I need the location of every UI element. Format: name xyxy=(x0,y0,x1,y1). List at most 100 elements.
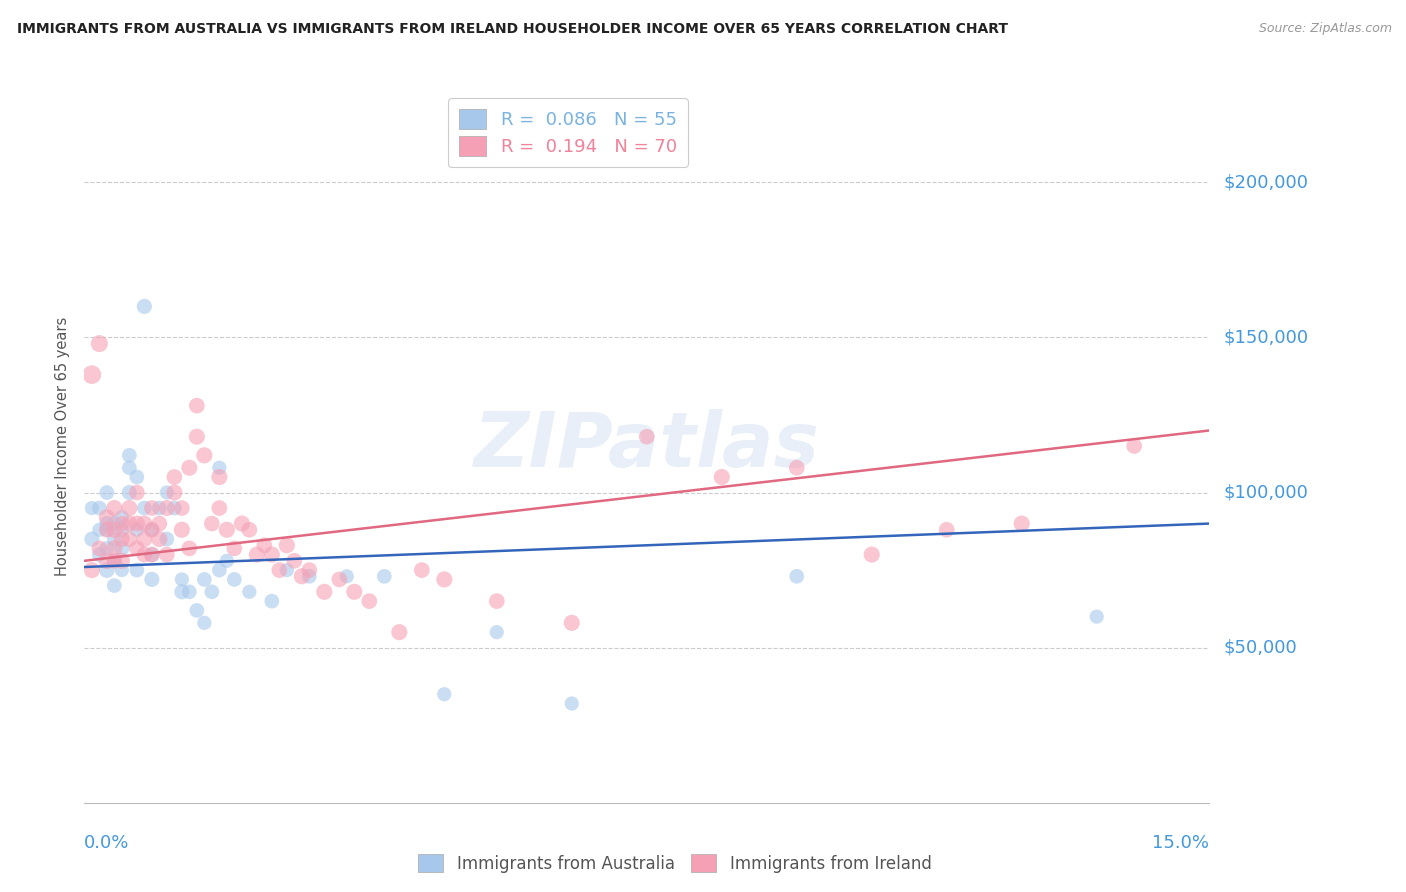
Point xyxy=(96,510,118,524)
Text: 0.0%: 0.0% xyxy=(84,834,129,852)
Point xyxy=(125,563,148,577)
Point xyxy=(89,336,111,351)
Point xyxy=(125,541,148,556)
Point xyxy=(96,541,118,556)
Point xyxy=(201,516,224,531)
Point xyxy=(224,573,246,587)
Point xyxy=(103,501,125,516)
Point xyxy=(314,584,336,599)
Point xyxy=(118,485,141,500)
Point xyxy=(141,501,163,516)
Point xyxy=(186,399,208,413)
Point xyxy=(163,485,186,500)
Point xyxy=(141,523,163,537)
Point xyxy=(231,516,253,531)
Point xyxy=(141,523,163,537)
Point xyxy=(170,501,193,516)
Legend: R =  0.086   N = 55, R =  0.194   N = 70: R = 0.086 N = 55, R = 0.194 N = 70 xyxy=(449,98,688,167)
Point xyxy=(179,584,201,599)
Point xyxy=(336,569,359,583)
Point xyxy=(148,501,170,516)
Point xyxy=(786,460,808,475)
Point xyxy=(80,532,103,546)
Point xyxy=(134,299,156,313)
Point xyxy=(156,485,179,500)
Point xyxy=(96,516,118,531)
Point xyxy=(80,501,103,516)
Point xyxy=(253,538,276,552)
Point xyxy=(80,563,103,577)
Point xyxy=(208,470,231,484)
Point xyxy=(291,569,314,583)
Legend: Immigrants from Australia, Immigrants from Ireland: Immigrants from Australia, Immigrants fr… xyxy=(412,847,938,880)
Text: IMMIGRANTS FROM AUSTRALIA VS IMMIGRANTS FROM IRELAND HOUSEHOLDER INCOME OVER 65 : IMMIGRANTS FROM AUSTRALIA VS IMMIGRANTS … xyxy=(17,22,1008,37)
Point xyxy=(89,541,111,556)
Point xyxy=(134,548,156,562)
Point xyxy=(935,523,957,537)
Point xyxy=(298,569,321,583)
Point xyxy=(96,523,118,537)
Point xyxy=(163,501,186,516)
Point xyxy=(89,548,111,562)
Point xyxy=(125,485,148,500)
Point xyxy=(186,430,208,444)
Point xyxy=(80,368,103,382)
Point xyxy=(103,554,125,568)
Point xyxy=(786,569,808,583)
Point xyxy=(1011,516,1033,531)
Point xyxy=(411,563,433,577)
Point xyxy=(148,532,170,546)
Text: $100,000: $100,000 xyxy=(1223,483,1308,501)
Point xyxy=(246,548,269,562)
Point xyxy=(96,554,118,568)
Point xyxy=(186,603,208,617)
Text: $200,000: $200,000 xyxy=(1223,173,1308,191)
Point xyxy=(283,554,305,568)
Point xyxy=(269,563,291,577)
Point xyxy=(103,516,125,531)
Point xyxy=(179,541,201,556)
Point xyxy=(148,516,170,531)
Point xyxy=(636,430,658,444)
Point xyxy=(260,548,283,562)
Point xyxy=(111,541,134,556)
Point xyxy=(134,501,156,516)
Point xyxy=(561,697,583,711)
Point xyxy=(224,541,246,556)
Point xyxy=(141,548,163,562)
Point xyxy=(118,516,141,531)
Point xyxy=(485,594,508,608)
Point xyxy=(710,470,733,484)
Point xyxy=(103,532,125,546)
Text: ZIPatlas: ZIPatlas xyxy=(474,409,820,483)
Point xyxy=(141,573,163,587)
Text: $150,000: $150,000 xyxy=(1223,328,1309,346)
Point xyxy=(260,594,283,608)
Point xyxy=(156,501,179,516)
Point xyxy=(111,510,134,524)
Point xyxy=(215,554,238,568)
Y-axis label: Householder Income Over 65 years: Householder Income Over 65 years xyxy=(55,317,70,575)
Point xyxy=(118,501,141,516)
Point xyxy=(373,569,395,583)
Point xyxy=(343,584,366,599)
Point xyxy=(111,563,134,577)
Point xyxy=(170,573,193,587)
Point xyxy=(215,523,238,537)
Point xyxy=(156,532,179,546)
Point xyxy=(163,470,186,484)
Text: Source: ZipAtlas.com: Source: ZipAtlas.com xyxy=(1258,22,1392,36)
Point xyxy=(201,584,224,599)
Point xyxy=(208,563,231,577)
Point xyxy=(141,548,163,562)
Point xyxy=(388,625,411,640)
Point xyxy=(359,594,381,608)
Point xyxy=(328,573,350,587)
Point xyxy=(134,532,156,546)
Point xyxy=(170,523,193,537)
Point xyxy=(103,523,125,537)
Point xyxy=(238,584,260,599)
Point xyxy=(125,523,148,537)
Text: 15.0%: 15.0% xyxy=(1152,834,1209,852)
Point xyxy=(208,460,231,475)
